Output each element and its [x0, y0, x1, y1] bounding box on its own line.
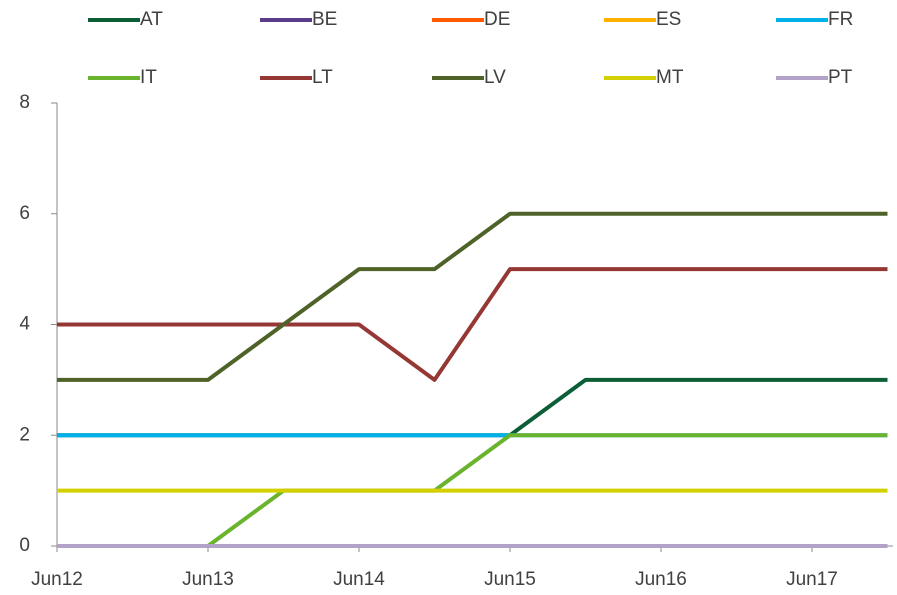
legend-label: DE: [484, 9, 510, 30]
series-line: [57, 211, 888, 382]
x-tick-label: Jun12: [31, 569, 83, 590]
legend-label: LV: [484, 67, 506, 88]
legend-label: MT: [656, 67, 684, 88]
legend-label: FR: [828, 9, 853, 30]
legend-label: PT: [828, 67, 853, 88]
legend-label: AT: [140, 9, 163, 30]
legend-label: ES: [656, 9, 681, 30]
legend-label: LT: [312, 67, 333, 88]
y-tick-label: 0: [19, 535, 30, 556]
series-line: [57, 377, 888, 438]
y-tick-label: 6: [19, 203, 30, 224]
series-line: [57, 267, 888, 382]
x-tick-label: Jun17: [786, 569, 838, 590]
x-tick-label: Jun16: [635, 569, 687, 590]
y-tick-label: 2: [19, 424, 30, 445]
legend-label: IT: [140, 67, 157, 88]
y-tick-label: 8: [19, 92, 30, 113]
x-tick-label: Jun13: [182, 569, 234, 590]
x-tick-label: Jun14: [333, 569, 385, 590]
y-tick-label: 4: [19, 314, 30, 335]
x-tick-label: Jun15: [484, 569, 536, 590]
legend-label: BE: [312, 9, 337, 30]
